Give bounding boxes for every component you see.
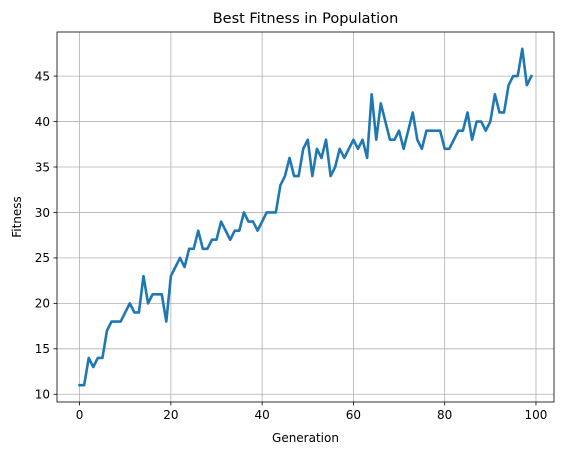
y-axis: 10 15 20 25 30 35 40 45 bbox=[35, 69, 57, 402]
x-tick-label: 40 bbox=[255, 408, 270, 422]
series-line bbox=[78, 47, 534, 387]
x-tick-label: 60 bbox=[346, 408, 361, 422]
y-tick-label: 10 bbox=[35, 388, 50, 402]
series-layer bbox=[78, 47, 534, 387]
chart-title: Best Fitness in Population bbox=[213, 11, 399, 27]
plot-frame bbox=[56, 31, 555, 403]
x-tick-label: 0 bbox=[76, 408, 84, 422]
grid-lines bbox=[57, 32, 554, 402]
y-tick-label: 15 bbox=[35, 342, 50, 356]
x-axis: 0 20 40 60 80 100 bbox=[76, 402, 548, 422]
y-tick-label: 20 bbox=[35, 297, 50, 311]
y-tick-label: 25 bbox=[35, 251, 50, 265]
x-tick-label: 20 bbox=[163, 408, 178, 422]
x-tick-label: 80 bbox=[437, 408, 452, 422]
y-tick-label: 35 bbox=[35, 160, 50, 174]
y-tick-label: 30 bbox=[35, 206, 50, 220]
y-axis-title: Fitness bbox=[10, 196, 24, 238]
x-tick-label: 100 bbox=[525, 408, 548, 422]
y-tick-label: 45 bbox=[35, 69, 50, 83]
y-tick-label: 40 bbox=[35, 115, 50, 129]
x-axis-title: Generation bbox=[272, 431, 339, 445]
